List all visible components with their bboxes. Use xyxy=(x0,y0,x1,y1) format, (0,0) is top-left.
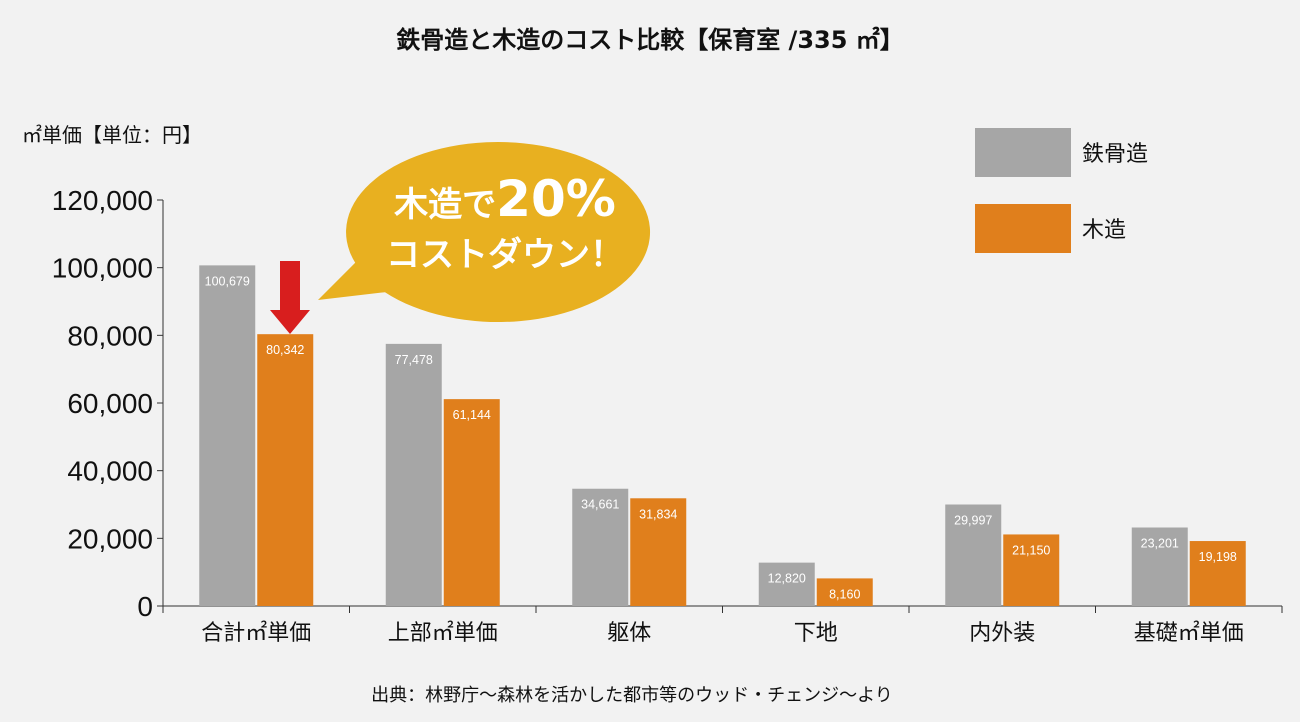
chart-title: 鉄骨造と木造のコスト比較【保育室 /335 ㎡】 xyxy=(396,26,904,54)
bar-wood xyxy=(630,498,687,606)
x-tick-label: 躯体 xyxy=(607,621,651,646)
bar-wood xyxy=(443,399,500,606)
bar-steel xyxy=(945,504,1002,606)
bar-data-label: 77,478 xyxy=(395,353,433,367)
legend: 鉄骨造 木造 xyxy=(975,128,1148,253)
bar-data-label: 34,661 xyxy=(581,498,619,512)
y-axis: 0 20,000 40,000 60,000 80,000 100,000 120,000 xyxy=(52,185,164,622)
source-note: 出典：林野庁～森林を活かした都市等のウッド・チェンジ～より xyxy=(371,685,893,706)
bar-wood xyxy=(1003,534,1060,606)
bar-data-label: 80,342 xyxy=(266,343,304,357)
callout-prefix: 木造で xyxy=(393,185,496,225)
bar-steel xyxy=(758,562,815,606)
bar-wood xyxy=(1189,541,1246,606)
legend-label-wood: 木造 xyxy=(1082,218,1126,243)
bar-data-label: 21,150 xyxy=(1012,543,1050,557)
y-tick-label: 120,000 xyxy=(52,185,153,216)
x-tick-label: 基礎㎡単価 xyxy=(1134,620,1244,646)
y-tick-label: 40,000 xyxy=(67,456,153,487)
y-axis-label: ㎡単価【単位：円】 xyxy=(22,123,202,147)
bar-data-label: 12,820 xyxy=(768,572,806,586)
y-tick-label: 100,000 xyxy=(52,253,153,284)
y-tick-label: 20,000 xyxy=(67,523,153,554)
down-arrow xyxy=(270,261,310,334)
callout-line1: 木造で20% xyxy=(393,170,616,228)
bars: 100,679 80,342 77,478 61,144 34,661 31,834 12,… xyxy=(199,265,1246,606)
bar-data-label: 100,679 xyxy=(205,274,250,288)
bar-wood xyxy=(257,334,314,606)
bar-data-label: 8,160 xyxy=(829,587,860,601)
bar-data-label: 29,997 xyxy=(954,514,992,528)
callout: 木造で20% コストダウン！ xyxy=(270,142,651,334)
x-axis: 合計㎡単価 上部㎡単価 躯体 下地 内外装 基礎㎡単価 xyxy=(162,605,1283,646)
bar-steel xyxy=(199,265,256,606)
bar-data-label: 23,201 xyxy=(1141,537,1179,551)
callout-line2: コストダウン！ xyxy=(386,235,624,275)
x-tick-label: 合計㎡単価 xyxy=(201,620,311,646)
bar-steel xyxy=(1131,527,1188,606)
bar-steel xyxy=(572,488,629,606)
legend-label-steel: 鉄骨造 xyxy=(1082,142,1148,167)
legend-swatch-wood xyxy=(975,204,1071,253)
x-tick-label: 内外装 xyxy=(969,621,1035,646)
x-tick-label: 上部㎡単価 xyxy=(388,620,498,646)
callout-bubble xyxy=(318,142,651,323)
y-tick-label: 0 xyxy=(137,591,153,622)
bar-data-label: 19,198 xyxy=(1199,550,1237,564)
bar-wood xyxy=(816,578,873,606)
y-tick-label: 80,000 xyxy=(67,320,153,351)
callout-percent: 20% xyxy=(496,170,616,228)
legend-swatch-steel xyxy=(975,128,1071,177)
x-tick-label: 下地 xyxy=(794,621,838,646)
bar-data-label: 31,834 xyxy=(639,507,677,521)
bar-steel xyxy=(385,343,442,606)
bar-data-label: 61,144 xyxy=(453,408,491,422)
y-tick-label: 60,000 xyxy=(67,388,153,419)
